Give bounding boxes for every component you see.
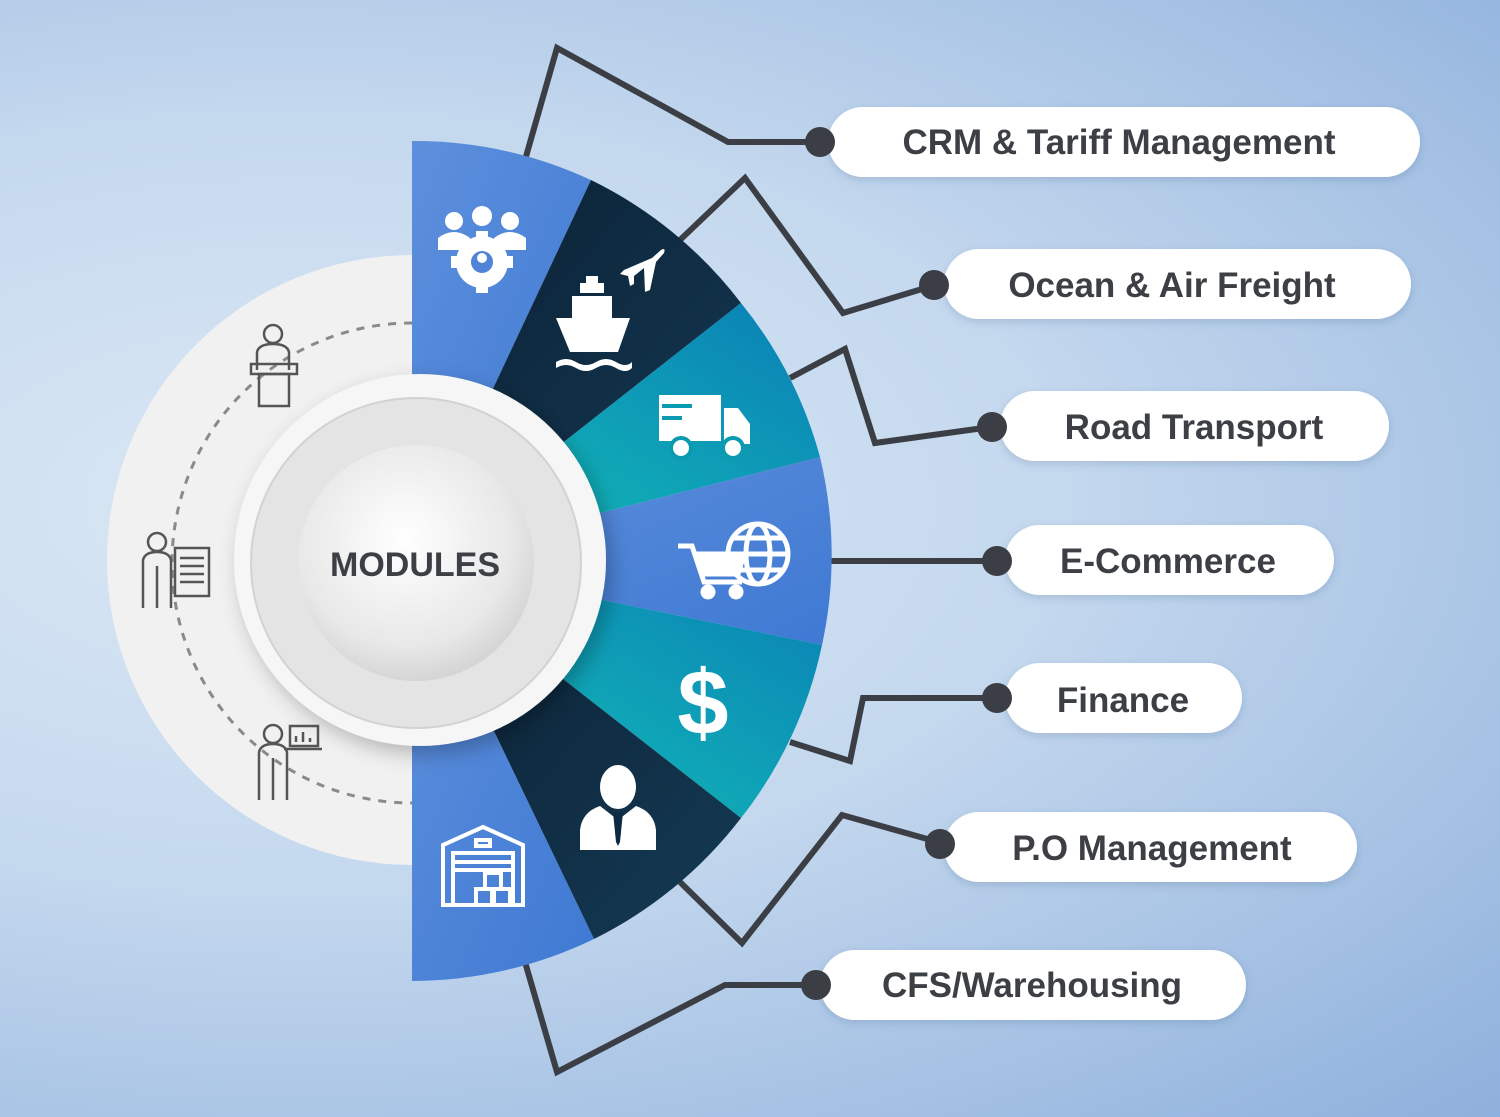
presenter-laptop-icon xyxy=(257,723,322,800)
connector-cfs xyxy=(522,961,816,1077)
presenter-podium-icon xyxy=(249,323,299,408)
label-ocean-text: Ocean & Air Freight xyxy=(1008,266,1336,305)
label-ecommerce-text: E-Commerce xyxy=(1060,542,1276,581)
hub-title: MODULES xyxy=(330,546,500,584)
label-cfs-text: CFS/Warehousing xyxy=(882,966,1182,1005)
dashed-arc xyxy=(170,321,413,805)
segment-ecommerce[interactable] xyxy=(412,457,832,645)
label-finance[interactable]: Finance xyxy=(982,663,1242,733)
cart-globe-icon xyxy=(678,521,791,600)
connector-road xyxy=(788,344,992,447)
label-road[interactable]: Road Transport xyxy=(977,391,1389,461)
ship-plane-icon xyxy=(556,249,665,371)
connector-finance xyxy=(789,695,996,765)
label-po[interactable]: P.O Management xyxy=(925,812,1357,882)
label-cfs[interactable]: CFS/Warehousing xyxy=(801,950,1246,1020)
hub-center xyxy=(298,445,534,681)
connector-ocean xyxy=(677,173,933,317)
presenter-board-icon xyxy=(141,531,211,608)
label-ocean[interactable]: Ocean & Air Freight xyxy=(919,249,1411,319)
label-crm[interactable]: CRM & Tariff Management xyxy=(805,107,1420,177)
connector-crm xyxy=(522,43,818,161)
warehouse-icon xyxy=(441,824,525,907)
label-finance-text: Finance xyxy=(1057,681,1189,720)
dollar-icon: $ xyxy=(677,652,728,754)
label-crm-text: CRM & Tariff Management xyxy=(903,123,1336,162)
label-ecommerce[interactable]: E-Commerce xyxy=(982,525,1334,595)
label-road-text: Road Transport xyxy=(1065,408,1324,447)
connector-po xyxy=(677,811,939,948)
manager-icon xyxy=(580,765,656,850)
truck-icon xyxy=(659,395,750,460)
label-po-text: P.O Management xyxy=(1012,829,1292,868)
team-gear-icon xyxy=(438,206,526,293)
